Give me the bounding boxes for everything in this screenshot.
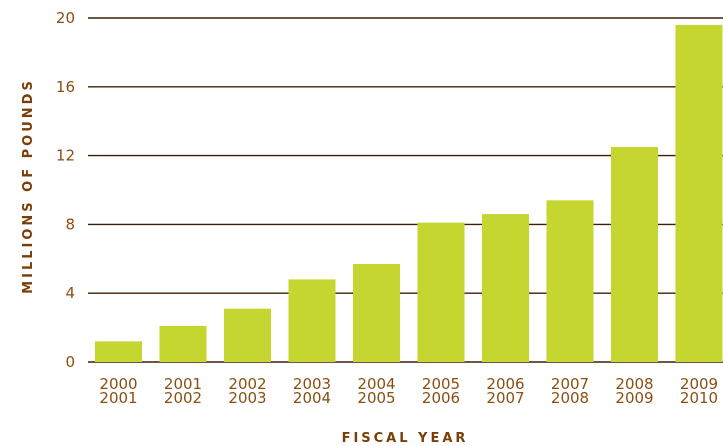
- y-tick-label: 16: [56, 78, 75, 96]
- x-tick-label: 2007: [551, 375, 589, 393]
- x-tick-label: 2005: [357, 389, 395, 407]
- x-tick-label: 2006: [486, 375, 524, 393]
- bar-2006-2007: [482, 214, 529, 362]
- x-tick-label: 2003: [228, 389, 266, 407]
- x-tick-label: 2005: [422, 375, 460, 393]
- y-axis-title: MILLIONS OF POUNDS: [21, 78, 36, 294]
- bar-2003-2004: [288, 279, 336, 362]
- bar-2005-2006: [417, 222, 465, 362]
- bar-2004-2005: [353, 263, 400, 362]
- x-tick-label: 2009: [680, 375, 718, 393]
- bar-2009-2010: [675, 24, 723, 362]
- bar-2000-2001: [95, 341, 142, 362]
- x-axis-title: FISCAL YEAR: [342, 431, 469, 446]
- bar-2002-2003: [224, 308, 271, 362]
- x-tick-label: 2000: [99, 375, 137, 393]
- x-tick-label: 2009: [615, 389, 653, 407]
- y-tick-label: 4: [65, 284, 75, 302]
- y-tick-label: 12: [56, 147, 75, 165]
- x-tick-label: 2008: [551, 389, 589, 407]
- x-tick-label: 2002: [164, 389, 202, 407]
- bar-2001-2002: [159, 325, 207, 362]
- x-axis-ticks: 2000200120012002200220032003200420042005…: [99, 375, 718, 407]
- x-tick-label: 2007: [486, 389, 524, 407]
- x-tick-label: 2010: [680, 389, 718, 407]
- x-tick-label: 2006: [422, 389, 460, 407]
- y-tick-label: 8: [65, 215, 75, 233]
- x-tick-label: 2008: [615, 375, 653, 393]
- bar-2007-2008: [546, 200, 594, 362]
- y-tick-label: 20: [56, 9, 75, 27]
- bars: [95, 24, 723, 362]
- bar-2008-2009: [611, 147, 658, 362]
- x-tick-label: 2002: [228, 375, 266, 393]
- x-tick-label: 2001: [99, 389, 137, 407]
- y-axis-ticks: 0 4 8 12 16 20: [56, 9, 75, 371]
- x-tick-label: 2003: [293, 375, 331, 393]
- x-tick-label: 2004: [357, 375, 395, 393]
- x-tick-label: 2004: [293, 389, 331, 407]
- y-tick-label: 0: [65, 353, 75, 371]
- x-tick-label: 2001: [164, 375, 202, 393]
